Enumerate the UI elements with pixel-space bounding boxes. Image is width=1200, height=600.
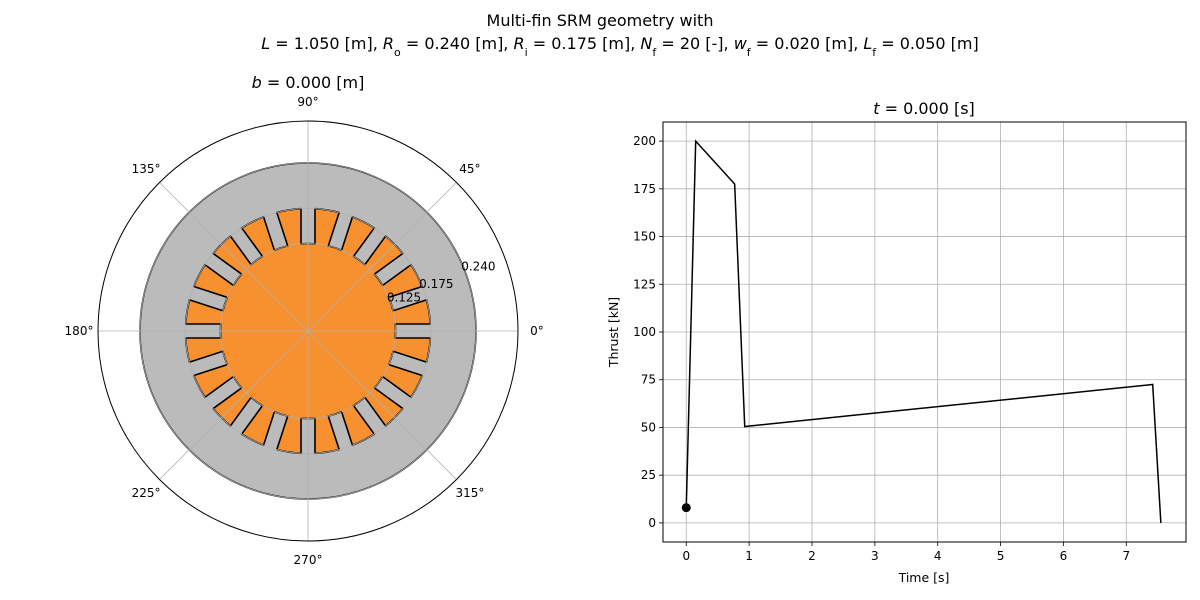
polar-spoke-225 xyxy=(159,330,309,480)
suptitle-part-2: R xyxy=(383,34,394,53)
polar-theta-tick: 45° xyxy=(459,162,480,176)
thrust-title-variable: t xyxy=(873,99,880,118)
thrust-y-tick-label: 125 xyxy=(633,277,656,291)
thrust-y-tick-label: 0 xyxy=(648,516,656,530)
polar-title-value: = 0.000 [m] xyxy=(262,73,365,92)
polar-theta-tick: 0° xyxy=(530,324,544,338)
suptitle-part-0: L xyxy=(261,34,270,53)
figure-suptitle: Multi-fin SRM geometry with xyxy=(487,11,714,30)
thrust-y-tick-label: 100 xyxy=(633,325,656,339)
polar-plot-title: b = 0.000 [m] xyxy=(252,73,365,92)
polar-spoke-45 xyxy=(307,182,457,332)
polar-grid-circle-2 xyxy=(139,162,477,500)
suptitle-part-14: L xyxy=(863,34,872,53)
thrust-plot-title: t = 0.000 [s] xyxy=(873,99,975,118)
suptitle-part-9: f xyxy=(652,46,657,59)
thrust-x-axis-label: Time [s] xyxy=(898,570,950,585)
suptitle-part-6: i xyxy=(525,46,528,59)
thrust-y-tick-label: 150 xyxy=(633,230,656,244)
thrust-y-tick-label: 25 xyxy=(641,468,656,482)
figure-suptitle-parameters: L = 1.050 [m], Ro = 0.240 [m], Ri = 0.17… xyxy=(261,34,978,59)
thrust-y-tick-label: 200 xyxy=(633,134,656,148)
polar-title-variable: b xyxy=(252,73,262,92)
thrust-title-value: = 0.000 [s] xyxy=(879,99,974,118)
polar-geometry-plot: b = 0.000 [m] 0° 45° 90° 135° 180° 225° 270° 31… xyxy=(65,73,544,567)
polar-grid-circle-1 xyxy=(185,208,431,454)
suptitle-part-3: o xyxy=(394,46,401,59)
suptitle-part-5: R xyxy=(513,34,524,53)
polar-theta-tick: 270° xyxy=(294,553,323,567)
suptitle-part-13: = 0.020 [m], xyxy=(751,34,864,53)
polar-theta-tick: 180° xyxy=(65,324,94,338)
suptitle-part-10: = 20 [-], xyxy=(656,34,733,53)
thrust-grid xyxy=(663,122,1186,542)
thrust-y-tick-label: 50 xyxy=(641,420,656,434)
thrust-x-tick-label: 3 xyxy=(871,549,879,563)
suptitle-part-7: = 0.175 [m], xyxy=(528,34,641,53)
polar-theta-tick: 225° xyxy=(132,486,161,500)
polar-frame xyxy=(97,120,519,542)
polar-theta-tick: 315° xyxy=(455,486,484,500)
polar-spoke-315 xyxy=(307,330,457,480)
suptitle-part-8: N xyxy=(640,34,652,53)
polar-r-tick: 0.175 xyxy=(419,277,453,291)
polar-r-tick: 0.240 xyxy=(461,260,495,274)
thrust-x-tick-label: 0 xyxy=(682,549,690,563)
thrust-y-tick-label: 175 xyxy=(633,182,656,196)
polar-r-tick: 0.125 xyxy=(387,291,421,305)
current-time-marker xyxy=(681,503,691,513)
thrust-x-tick-label: 4 xyxy=(934,549,942,563)
polar-grid-circle-0 xyxy=(220,243,396,419)
thrust-x-tick-label: 1 xyxy=(745,549,753,563)
suptitle-part-1: = 1.050 [m], xyxy=(270,34,383,53)
thrust-x-tick-label: 6 xyxy=(1060,549,1068,563)
suptitle-part-11: w xyxy=(734,34,748,53)
suptitle-part-16: = 0.050 [m] xyxy=(876,34,979,53)
polar-theta-tick: 90° xyxy=(297,95,318,109)
polar-spoke-135 xyxy=(159,182,309,332)
thrust-curve-plot: t = 0.000 [s] Time [s] Thrust [kN] 0 1 2 3 4… xyxy=(606,99,1187,585)
thrust-axes-frame xyxy=(662,121,1187,543)
thrust-series-line xyxy=(685,139,1162,523)
suptitle-part-15: f xyxy=(872,46,877,59)
thrust-x-tick-label: 5 xyxy=(997,549,1005,563)
polar-grid xyxy=(98,121,518,541)
thrust-y-tick-label: 75 xyxy=(641,373,656,387)
suptitle-part-4: = 0.240 [m], xyxy=(401,34,514,53)
thrust-x-tick-label: 7 xyxy=(1122,549,1130,563)
suptitle-part-12: f xyxy=(747,46,752,59)
thrust-x-tick-label: 2 xyxy=(808,549,816,563)
polar-theta-tick: 135° xyxy=(132,162,161,176)
thrust-y-axis-label: Thrust [kN] xyxy=(606,297,621,368)
